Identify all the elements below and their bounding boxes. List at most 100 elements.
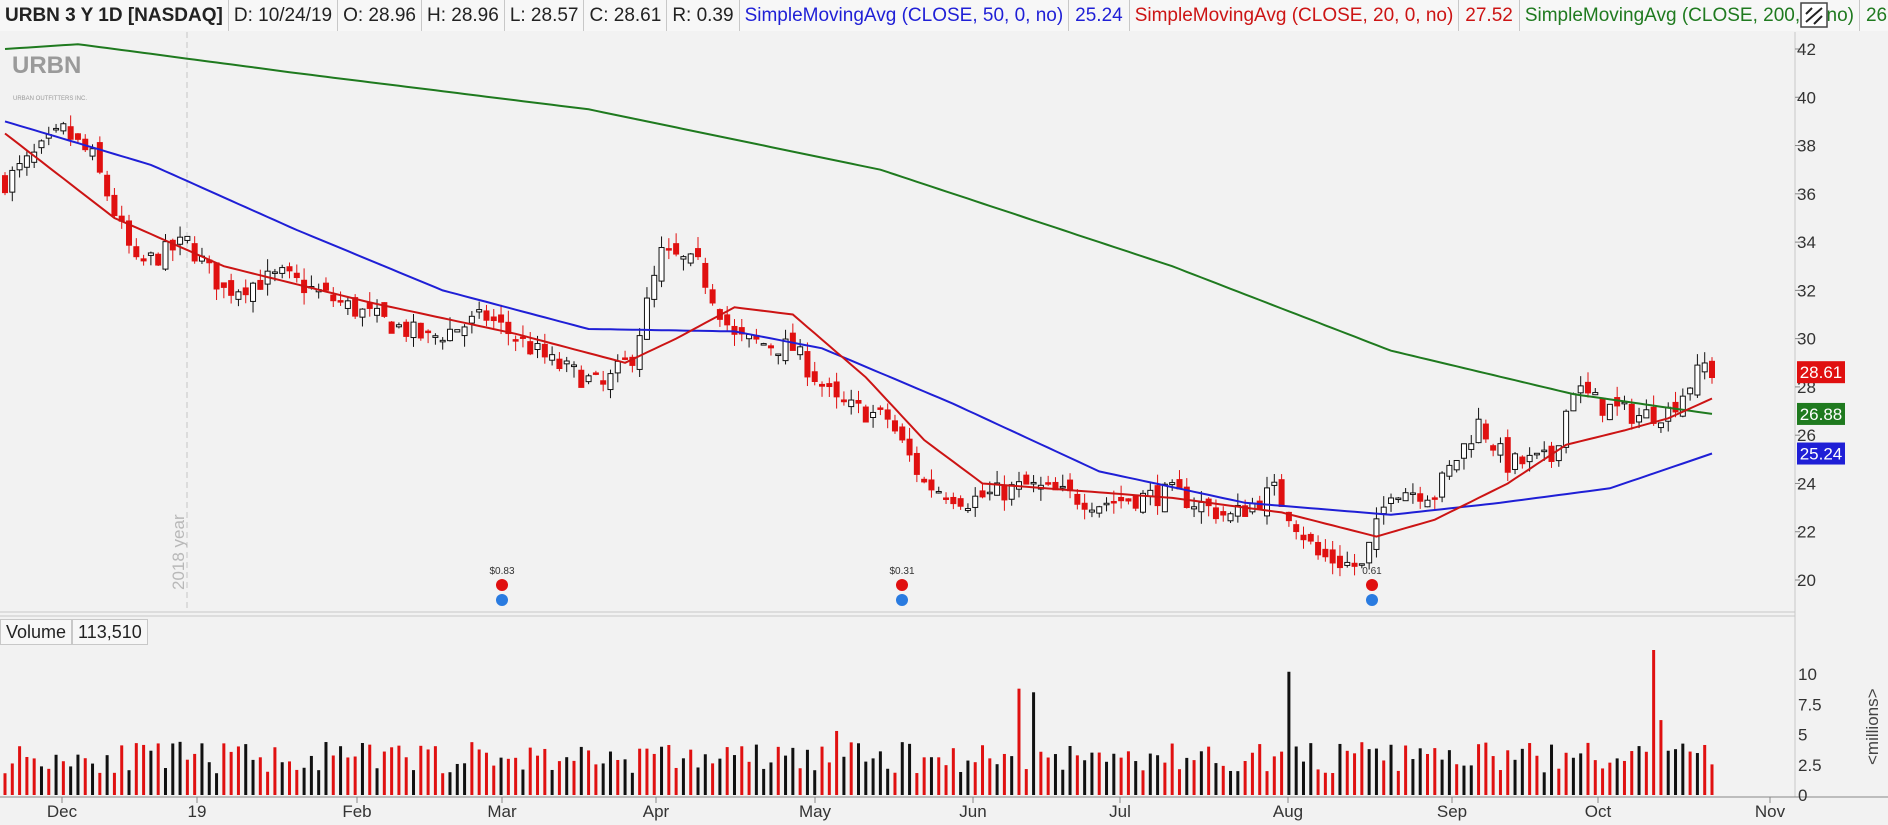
volume-bar	[1433, 748, 1437, 795]
candle-body	[1278, 479, 1285, 507]
sma50-label[interactable]: SimpleMovingAvg (CLOSE, 50, 0, no)	[739, 0, 1070, 31]
price-tick-label: 32	[1797, 281, 1816, 300]
volume-bar	[1039, 751, 1043, 795]
volume-bar	[951, 748, 955, 795]
volume-bar	[550, 769, 554, 795]
volume-bar	[973, 762, 977, 795]
volume-bar	[1586, 742, 1590, 795]
close-value: C: 28.61	[584, 0, 668, 31]
volume-bar	[1024, 769, 1028, 795]
candle-body	[483, 310, 490, 321]
candle-body	[38, 140, 45, 149]
candle-body	[352, 297, 359, 317]
volume-bar	[1542, 772, 1546, 795]
volume-bar	[784, 755, 788, 795]
candle-body	[133, 246, 140, 258]
volume-bar	[477, 749, 481, 795]
volume-bar	[536, 755, 540, 795]
candle-body	[1460, 443, 1467, 459]
price-badge	[1797, 402, 1845, 425]
candle-body	[67, 126, 74, 140]
candle-body	[1329, 549, 1336, 564]
volume-bar	[1236, 771, 1240, 795]
candle-body	[607, 373, 614, 391]
price-badge-text: 28.61	[1800, 363, 1843, 382]
time-tick-label: Apr	[643, 802, 670, 821]
candle-body	[1424, 499, 1431, 508]
volume-bar	[112, 772, 116, 795]
candle-body	[1183, 486, 1190, 509]
volume-bar	[981, 745, 985, 795]
price-badge	[1797, 442, 1845, 465]
sma20-label[interactable]: SimpleMovingAvg (CLOSE, 20, 0, no)	[1129, 0, 1460, 31]
volume-bar	[215, 773, 219, 795]
volume-bar	[120, 745, 124, 795]
candle-body	[658, 247, 665, 282]
drawing-tool-icon[interactable]	[1800, 2, 1828, 28]
candle-body	[395, 324, 402, 328]
candle-body	[1125, 498, 1132, 502]
candle-body	[695, 248, 702, 258]
volume-bar	[1659, 720, 1663, 795]
candle-body	[461, 326, 468, 337]
candle-body	[1271, 481, 1278, 486]
volume-bar	[506, 758, 510, 795]
volume-bar	[1615, 758, 1619, 795]
volume-bar	[25, 756, 29, 795]
volume-bar	[1498, 770, 1502, 795]
volume-bar	[1323, 772, 1327, 795]
volume-bar	[171, 743, 175, 795]
price-badge	[1797, 361, 1845, 384]
candle-body	[74, 133, 81, 140]
candle-body	[1293, 524, 1300, 533]
volume-bar	[1440, 759, 1444, 795]
candle-body	[250, 282, 257, 302]
price-pane	[0, 32, 1795, 610]
volume-bar	[1382, 760, 1386, 795]
candle-body	[804, 351, 811, 378]
volume-bar	[1280, 751, 1284, 795]
volume-header: Volume 113,510	[0, 619, 148, 645]
time-tick-label: Nov	[1755, 802, 1786, 821]
candle-body	[425, 330, 432, 334]
event-markers[interactable]: $0.83 $0.31 0.61	[489, 566, 1382, 606]
volume-bar	[543, 748, 547, 795]
candle-body	[549, 354, 556, 361]
candle-body	[1482, 423, 1489, 440]
candle-body	[592, 372, 599, 375]
volume-bar	[827, 762, 831, 795]
time-tick-label: Aug	[1273, 802, 1303, 821]
candle-body	[1672, 401, 1679, 413]
volume-bar	[1404, 745, 1408, 795]
volume-bar	[1622, 760, 1626, 795]
volume-bar	[944, 765, 948, 795]
candle-body	[1140, 492, 1146, 513]
volume-bar	[1105, 761, 1109, 795]
candle-body	[1431, 497, 1438, 500]
volume-bar	[207, 762, 211, 795]
volume-bar	[762, 768, 766, 795]
candle-body	[2, 175, 8, 194]
volume-bar	[98, 772, 102, 795]
candle-body	[1110, 500, 1117, 504]
volume-bar	[601, 763, 605, 795]
volume-bar	[360, 743, 364, 795]
volume-bar	[331, 755, 335, 795]
volume-bar	[1396, 770, 1400, 795]
candle-body	[53, 127, 60, 131]
volume-bar	[295, 769, 299, 795]
volume-bar	[193, 753, 197, 795]
candle-body	[571, 364, 577, 368]
candle-body	[126, 220, 133, 246]
candle-body	[541, 343, 548, 358]
candle-body	[534, 343, 541, 351]
volume-bar	[1265, 771, 1269, 795]
symbol-label[interactable]: URBN 3 Y 1D [NASDAQ]	[0, 0, 229, 31]
candle-body	[60, 123, 67, 132]
volume-bar	[463, 763, 467, 795]
price-tick-label: 42	[1797, 40, 1816, 59]
volume-bar	[1601, 768, 1605, 795]
candle-body	[1074, 493, 1081, 505]
